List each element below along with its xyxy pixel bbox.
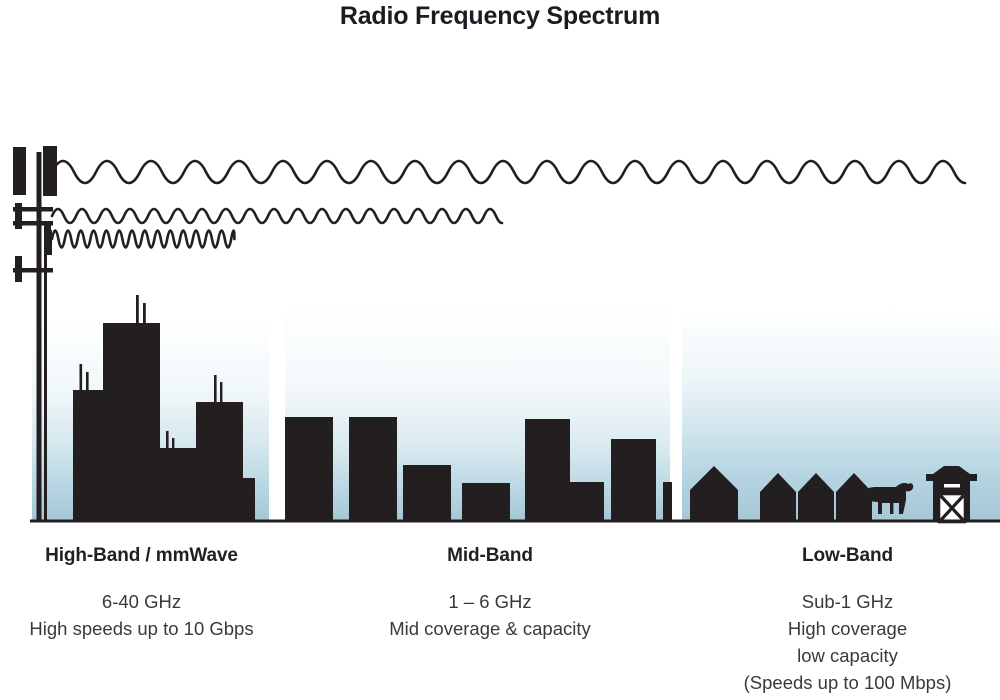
house-silhouette (690, 466, 738, 522)
radio-waves (50, 159, 967, 249)
building-silhouette (196, 402, 243, 522)
tower-antenna-panel-3 (15, 203, 22, 229)
tower-mast (36, 152, 42, 522)
tower-antenna-panel-1 (13, 147, 26, 195)
building-silhouette (570, 482, 604, 522)
building-silhouette (611, 439, 656, 522)
house-silhouette (760, 473, 796, 522)
barn-door-cross (939, 494, 965, 522)
band-labels: High-Band / mmWave 6-40 GHz High speeds … (0, 545, 1000, 700)
building-spire (220, 382, 223, 405)
tower-crossbar-3 (13, 268, 53, 273)
scene-mid-band-buildings (285, 417, 672, 522)
tower-antenna-panel-5 (45, 230, 52, 255)
building-silhouette (525, 419, 570, 522)
band-detail-line: 6-40 GHz (101, 591, 182, 612)
barn-window (944, 484, 960, 488)
building-silhouette (103, 323, 160, 522)
band-detail-line: (Speeds up to 100 Mbps) (743, 672, 952, 693)
building-spire (166, 431, 169, 451)
building-silhouette (285, 417, 333, 522)
band-block-low-band: Low-Band Sub-1 GHz High coverage low cap… (695, 545, 1000, 696)
wave-mid-frequency-icon (50, 207, 504, 225)
wave-high-frequency-icon (50, 229, 236, 249)
building-spire (143, 303, 146, 324)
building-silhouette (462, 483, 510, 522)
house-silhouette (798, 473, 834, 522)
scene-high-band-city (73, 295, 255, 522)
page-title: Radio Frequency Spectrum (339, 2, 661, 30)
building-silhouette (663, 482, 672, 522)
wave-low-frequency-icon (50, 159, 967, 185)
band-detail-line: High coverage (787, 618, 908, 639)
barn-silhouette (926, 466, 977, 524)
building-silhouette (403, 465, 451, 522)
building-silhouette (73, 390, 103, 522)
band-name-mid-band: Mid-Band (447, 545, 533, 566)
band-block-high-band: High-Band / mmWave 6-40 GHz High speeds … (0, 545, 283, 642)
scene-low-band-rural (690, 466, 977, 524)
tower-antenna-panel-6 (15, 256, 22, 282)
band-detail-line: Sub-1 GHz (801, 591, 894, 612)
building-spire (172, 438, 175, 452)
band-block-mid-band: Mid-Band 1 – 6 GHz Mid coverage & capaci… (345, 545, 635, 642)
tower-crossbar-2 (13, 221, 53, 226)
tower-mast-secondary (44, 225, 47, 522)
building-silhouette (160, 448, 196, 522)
band-detail-line: low capacity (797, 645, 898, 666)
band-detail-line: High speeds up to 10 Gbps (29, 618, 254, 639)
building-spire (136, 295, 139, 324)
cell-tower (13, 146, 57, 522)
band-detail-line: Mid coverage & capacity (389, 618, 591, 639)
building-spire (214, 375, 217, 405)
tower-antenna-panel-2 (43, 146, 57, 196)
band-name-high-band: High-Band / mmWave (45, 545, 238, 566)
band-detail-line: 1 – 6 GHz (448, 591, 532, 612)
building-silhouette (349, 417, 397, 522)
building-silhouette (243, 478, 255, 522)
tower-crossbar-1 (13, 207, 53, 212)
band-name-low-band: Low-Band (801, 545, 894, 566)
cow-silhouette (859, 483, 914, 514)
